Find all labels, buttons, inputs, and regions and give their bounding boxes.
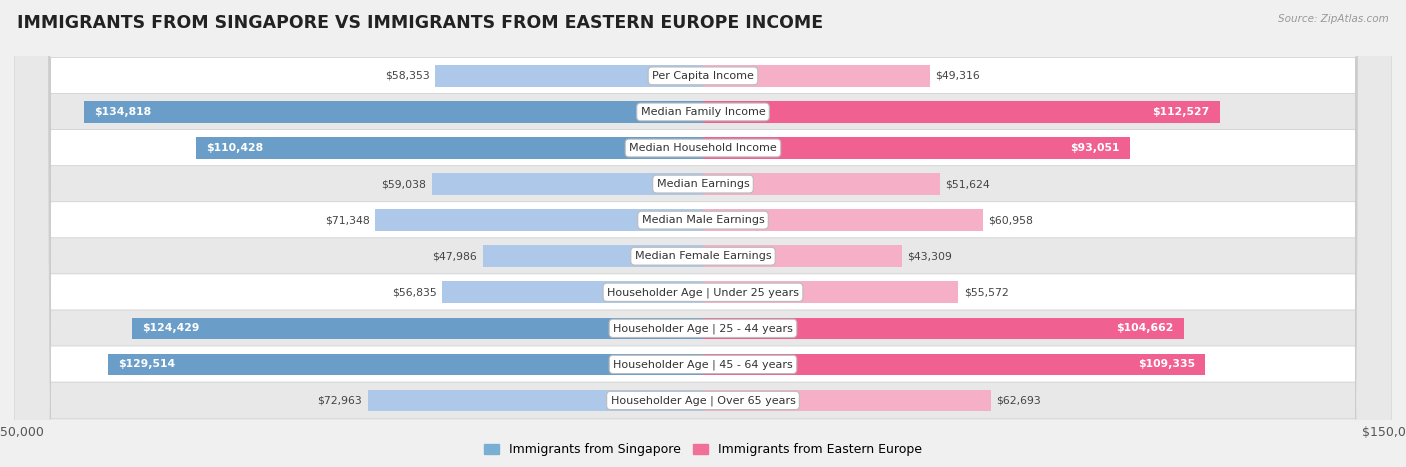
FancyBboxPatch shape: [14, 0, 1392, 467]
FancyBboxPatch shape: [14, 0, 1392, 467]
FancyBboxPatch shape: [14, 0, 1392, 467]
Text: $104,662: $104,662: [1116, 323, 1174, 333]
Text: Per Capita Income: Per Capita Income: [652, 71, 754, 81]
Text: Median Family Income: Median Family Income: [641, 107, 765, 117]
FancyBboxPatch shape: [14, 0, 1392, 467]
Bar: [703, 65, 929, 87]
Legend: Immigrants from Singapore, Immigrants from Eastern Europe: Immigrants from Singapore, Immigrants fr…: [479, 439, 927, 461]
Text: $51,624: $51,624: [946, 179, 990, 189]
Text: $56,835: $56,835: [392, 287, 436, 297]
Bar: [375, 209, 703, 231]
Bar: [703, 245, 901, 267]
FancyBboxPatch shape: [14, 0, 1392, 467]
Text: $58,353: $58,353: [385, 71, 429, 81]
FancyBboxPatch shape: [14, 0, 1392, 467]
Text: $93,051: $93,051: [1070, 143, 1121, 153]
Text: $59,038: $59,038: [381, 179, 426, 189]
Text: $110,428: $110,428: [207, 143, 263, 153]
Bar: [132, 318, 703, 339]
Bar: [703, 282, 959, 303]
Bar: [703, 318, 1184, 339]
Text: $71,348: $71,348: [325, 215, 370, 225]
Text: Householder Age | Over 65 years: Householder Age | Over 65 years: [610, 395, 796, 406]
Text: $112,527: $112,527: [1153, 107, 1209, 117]
Text: $43,309: $43,309: [907, 251, 952, 261]
Text: $60,958: $60,958: [988, 215, 1033, 225]
FancyBboxPatch shape: [14, 0, 1392, 467]
Bar: [434, 65, 703, 87]
Text: Source: ZipAtlas.com: Source: ZipAtlas.com: [1278, 14, 1389, 24]
Text: $129,514: $129,514: [118, 360, 176, 369]
Bar: [195, 137, 703, 159]
FancyBboxPatch shape: [14, 0, 1392, 467]
Bar: [482, 245, 703, 267]
Bar: [432, 173, 703, 195]
Bar: [703, 101, 1220, 123]
Bar: [703, 354, 1205, 375]
Bar: [368, 389, 703, 411]
Text: $62,693: $62,693: [997, 396, 1042, 405]
Text: Householder Age | Under 25 years: Householder Age | Under 25 years: [607, 287, 799, 297]
Bar: [703, 209, 983, 231]
Bar: [703, 173, 941, 195]
Text: $109,335: $109,335: [1137, 360, 1195, 369]
Bar: [703, 137, 1130, 159]
Text: Householder Age | 45 - 64 years: Householder Age | 45 - 64 years: [613, 359, 793, 370]
Text: $134,818: $134,818: [94, 107, 152, 117]
Bar: [703, 389, 991, 411]
Text: Median Earnings: Median Earnings: [657, 179, 749, 189]
Bar: [84, 101, 703, 123]
Bar: [441, 282, 703, 303]
FancyBboxPatch shape: [14, 0, 1392, 467]
Bar: [108, 354, 703, 375]
FancyBboxPatch shape: [14, 0, 1392, 467]
Text: Householder Age | 25 - 44 years: Householder Age | 25 - 44 years: [613, 323, 793, 333]
Text: $49,316: $49,316: [935, 71, 980, 81]
Text: Median Male Earnings: Median Male Earnings: [641, 215, 765, 225]
Text: $47,986: $47,986: [432, 251, 477, 261]
Text: Median Household Income: Median Household Income: [628, 143, 778, 153]
Text: $124,429: $124,429: [142, 323, 200, 333]
Text: $72,963: $72,963: [318, 396, 363, 405]
Text: IMMIGRANTS FROM SINGAPORE VS IMMIGRANTS FROM EASTERN EUROPE INCOME: IMMIGRANTS FROM SINGAPORE VS IMMIGRANTS …: [17, 14, 823, 32]
Text: $55,572: $55,572: [963, 287, 1008, 297]
Text: Median Female Earnings: Median Female Earnings: [634, 251, 772, 261]
